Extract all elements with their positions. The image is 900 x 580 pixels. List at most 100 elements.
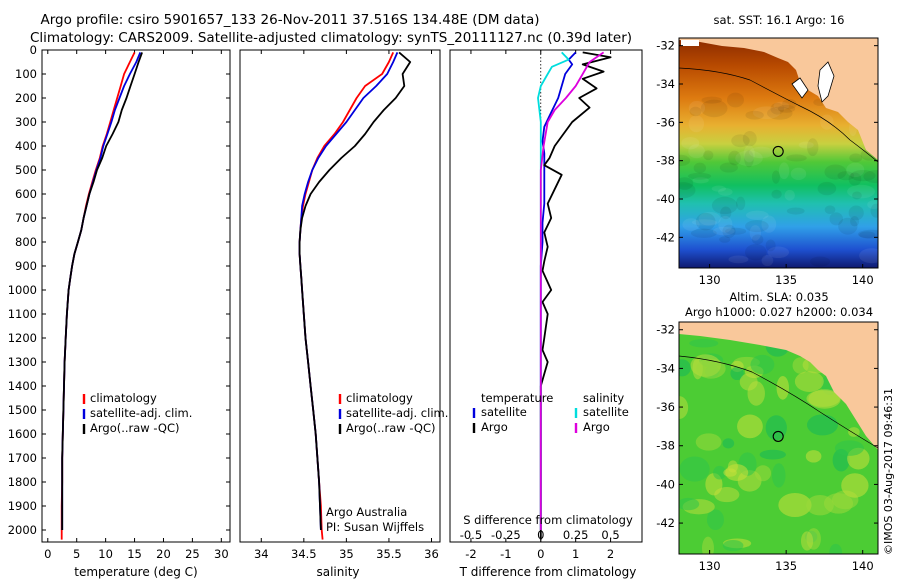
x-tick-label: 35 [339, 547, 354, 561]
sst-texture [719, 236, 731, 243]
sst-texture [703, 150, 714, 161]
sst-texture [744, 150, 754, 168]
sst-texture [817, 181, 837, 196]
sst-texture [728, 150, 741, 166]
x-tick-label: 10 [98, 547, 113, 561]
sla-texture [730, 366, 744, 381]
y-tick-label: 1700 [8, 451, 37, 465]
map-y-tick-label: -40 [656, 192, 675, 206]
temperature-axes-frame [41, 49, 231, 543]
argo-location-marker-sla [772, 430, 784, 442]
map-x-tick-label: 140 [852, 273, 874, 287]
y-tick-label: 600 [15, 187, 37, 201]
sst-bathymetry-contour [679, 67, 878, 163]
sst-texture [700, 99, 728, 118]
legend-entry: satellite [583, 405, 629, 419]
sla-texture [722, 438, 735, 449]
sla-texture [776, 375, 789, 400]
sst-texture [679, 182, 696, 199]
series-line-salinity-argo [539, 51, 605, 530]
map-x-tick-label: 135 [775, 559, 797, 573]
salinity-annotation-line1: Argo Australia [326, 505, 407, 519]
sst-texture [736, 196, 746, 211]
sst-texture [728, 255, 749, 264]
temperature-xlabel: temperature (deg C) [74, 565, 197, 579]
s-tick-label: 0.25 [563, 528, 589, 542]
y-tick-label: 700 [15, 211, 37, 225]
y-tick-label: 200 [15, 91, 37, 105]
sst-texture [847, 184, 875, 199]
map-y-tick-label: -40 [656, 477, 675, 491]
series-line-argo-raw-qc- [61, 52, 143, 530]
salinity-xlabel: salinity [316, 565, 359, 579]
y-tick-label: 1000 [8, 283, 37, 297]
map-y-tick-label: -32 [656, 323, 675, 337]
x-tick-label: 2 [607, 547, 614, 561]
sst-texture [824, 164, 847, 180]
sla-texture [800, 531, 814, 551]
s-tick-label: -0.5 [460, 528, 482, 542]
legend-entry: climatology [90, 391, 157, 405]
sst-texture [777, 104, 796, 113]
legend-entry: Argo(..raw -QC) [346, 421, 436, 435]
map-x-tick-label: 140 [852, 559, 874, 573]
legend-entry: Argo(..raw -QC) [90, 421, 180, 435]
sst-texture [693, 162, 707, 174]
sst-texture [717, 187, 733, 196]
sst-gulf-2 [791, 77, 809, 99]
map-x-tick-label: 135 [775, 273, 797, 287]
y-tick-label: 1800 [8, 475, 37, 489]
map-y-tick-label: -38 [656, 154, 675, 168]
sst-texture [829, 212, 844, 226]
sla-map-title-line2: Argo h1000: 0.027 h2000: 0.034 [685, 305, 873, 319]
x-tick-label: 5 [73, 547, 80, 561]
s-difference-label: S difference from climatology [463, 513, 633, 527]
x-tick-label: 0 [44, 547, 51, 561]
y-tick-label: 1300 [8, 355, 37, 369]
sla-texture [848, 427, 860, 437]
sst-texture [790, 167, 807, 181]
y-tick-label: 0 [30, 43, 37, 57]
sst-texture [798, 141, 814, 149]
sst-texture [770, 102, 785, 115]
map-y-tick-label: -36 [656, 115, 675, 129]
imos-credit: ©IMOS 03-Aug-2017 09:46:31 [882, 388, 895, 555]
sst-texture [691, 219, 717, 226]
map-y-tick-label: -34 [656, 77, 675, 91]
legend-entry: satellite [481, 405, 527, 419]
figure-title-line1: Argo profile: csiro 5901657_133 26-Nov-2… [40, 12, 539, 28]
y-tick-label: 500 [15, 163, 37, 177]
sst-texture [743, 145, 755, 163]
y-tick-label: 1600 [8, 427, 37, 441]
sla-map-panel: Altim. SLA: 0.035 Argo h1000: 0.027 h200… [656, 290, 879, 573]
sla-texture [778, 492, 812, 518]
sst-texture [838, 217, 858, 235]
sst-texture [752, 106, 781, 120]
sst-texture [852, 191, 862, 200]
sla-texture [806, 414, 838, 436]
sst-texture [771, 170, 780, 184]
sst-texture [859, 231, 876, 239]
sst-texture [742, 130, 757, 147]
sst-texture [681, 136, 700, 150]
sst-texture [726, 92, 744, 108]
sst-texture [682, 218, 700, 231]
map-y-tick-label: -34 [656, 361, 675, 375]
sla-texture [754, 465, 772, 482]
map-y-tick-label: -38 [656, 439, 675, 453]
sla-texture [806, 494, 834, 516]
sst-texture [749, 225, 762, 241]
salinity-panel: 34 34.5 35 35.5 36 salinity climatologysatel… [239, 49, 448, 579]
map-x-tick-label: 130 [699, 559, 721, 573]
sst-texture [867, 200, 878, 210]
sst-texture [695, 212, 716, 231]
x-tick-label: 35.5 [376, 547, 402, 561]
legend-entry: satellite-adj. clim. [346, 406, 448, 420]
t-difference-label: T difference from climatology [459, 565, 637, 579]
y-tick-label: 1400 [8, 379, 37, 393]
x-tick-label: 0 [537, 547, 544, 561]
x-tick-label: 34.5 [291, 547, 317, 561]
sst-texture [806, 138, 819, 157]
